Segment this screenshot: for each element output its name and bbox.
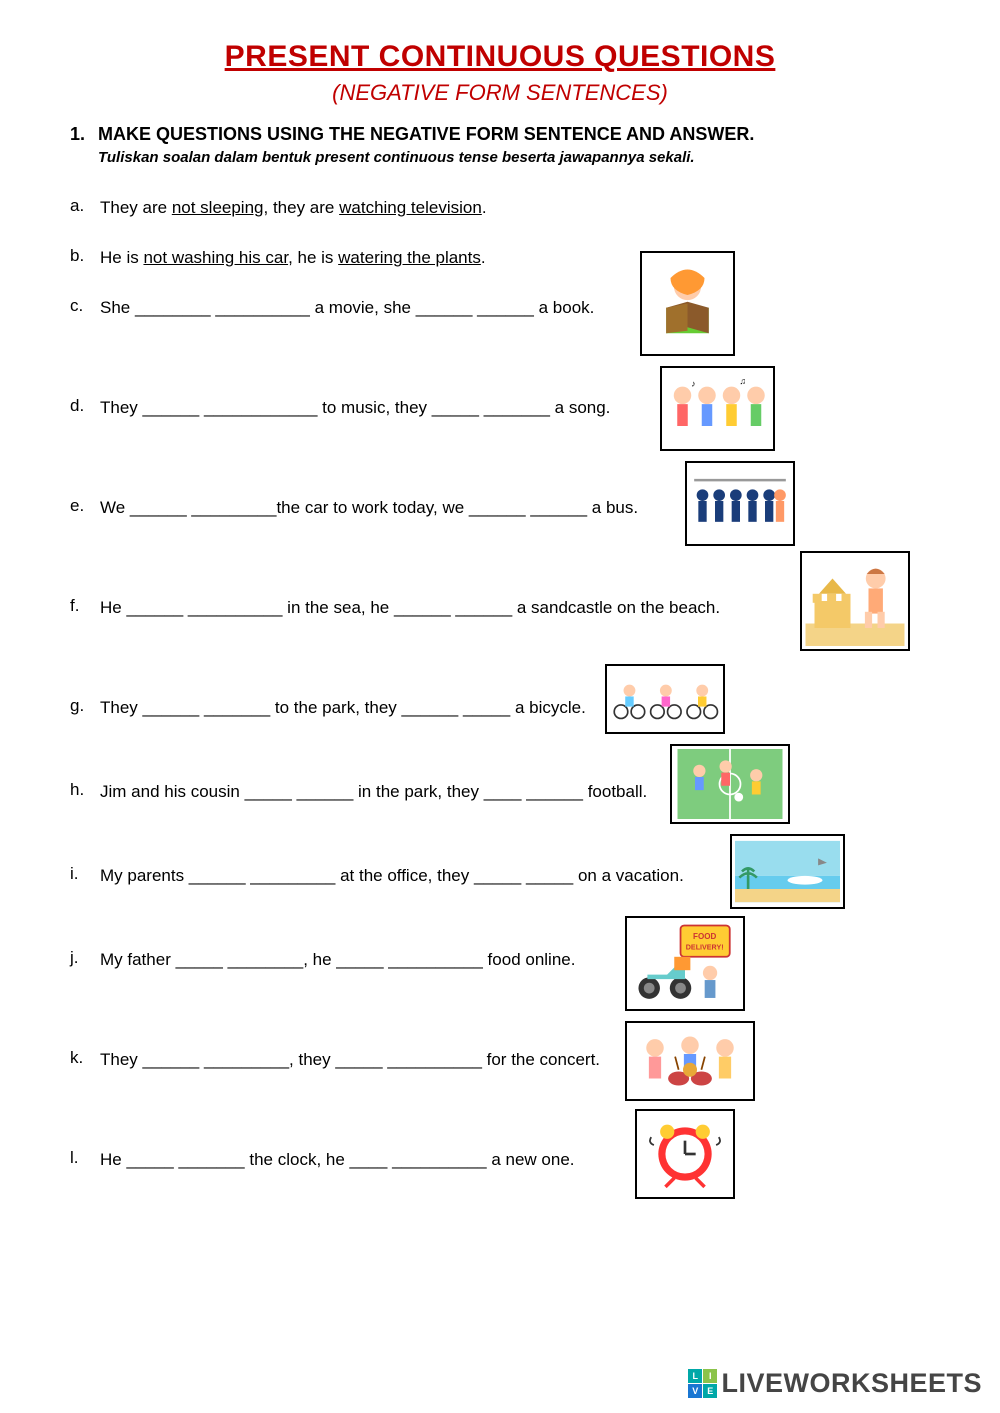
item-letter: e. — [70, 496, 100, 516]
item-text[interactable]: We ______ _________the car to work today… — [100, 496, 930, 520]
item-text[interactable]: They ______ _______ to the park, they __… — [100, 696, 930, 720]
svg-text:♫: ♫ — [739, 376, 746, 386]
item-text[interactable]: They are not sleeping, they are watching… — [100, 196, 930, 220]
instruction-text: MAKE QUESTIONS USING THE NEGATIVE FORM S… — [98, 124, 930, 145]
watermark: LIVE LIVEWORKSHEETS — [688, 1368, 982, 1399]
item-letter: f. — [70, 596, 100, 616]
item-letter: b. — [70, 246, 100, 266]
item-letter: l. — [70, 1148, 100, 1168]
thumb-reading-icon — [640, 251, 735, 356]
item-letter: d. — [70, 396, 100, 416]
item-c: c. She ________ __________ a movie, she … — [70, 296, 930, 396]
item-text[interactable]: He _____ _______ the clock, he ____ ____… — [100, 1148, 930, 1172]
instruction-row: 1. MAKE QUESTIONS USING THE NEGATIVE FOR… — [70, 124, 930, 145]
thumb-bicycles-icon — [605, 664, 725, 734]
item-j: j. My father _____ ________, he _____ __… — [70, 948, 930, 1048]
item-l: l. He _____ _______ the clock, he ____ _… — [70, 1148, 930, 1232]
item-a: a. They are not sleeping, they are watch… — [70, 196, 930, 246]
svg-text:♪: ♪ — [691, 379, 695, 389]
watermark-logo-icon: LIVE — [688, 1369, 717, 1398]
item-letter: j. — [70, 948, 100, 968]
svg-text:FOOD: FOOD — [693, 932, 716, 941]
item-text[interactable]: They ______ _________, they _____ ______… — [100, 1048, 930, 1072]
thumb-sandcastle-icon — [800, 551, 910, 651]
sub-instruction: Tuliskan soalan dalam bentuk present con… — [98, 149, 930, 166]
page-title: PRESENT CONTINUOUS QUESTIONS — [70, 40, 930, 74]
item-text[interactable]: They ______ ____________ to music, they … — [100, 396, 930, 420]
item-letter: g. — [70, 696, 100, 716]
thumb-clock-icon — [635, 1109, 735, 1199]
thumb-bus-people-icon — [685, 461, 795, 546]
thumb-football-icon — [670, 744, 790, 824]
item-letter: a. — [70, 196, 100, 216]
thumb-singing-icon: ♪♫ — [660, 366, 775, 451]
item-letter: i. — [70, 864, 100, 884]
item-d: d. They ______ ____________ to music, th… — [70, 396, 930, 496]
item-k: k. They ______ _________, they _____ ___… — [70, 1048, 930, 1148]
item-letter: c. — [70, 296, 100, 316]
thumb-vacation-icon — [730, 834, 845, 909]
item-text[interactable]: Jim and his cousin _____ ______ in the p… — [100, 780, 930, 804]
items-container: a. They are not sleeping, they are watch… — [70, 196, 930, 1232]
item-text[interactable]: My father _____ ________, he _____ _____… — [100, 948, 930, 972]
item-letter: h. — [70, 780, 100, 800]
item-b: b. He is not washing his car, he is wate… — [70, 246, 930, 296]
svg-text:DELIVERY!: DELIVERY! — [686, 944, 724, 952]
thumb-concert-icon — [625, 1021, 755, 1101]
item-letter: k. — [70, 1048, 100, 1068]
paren-close: ) — [661, 80, 668, 105]
page-subtitle: (NEGATIVE FORM SENTENCES) — [70, 80, 930, 106]
thumb-food-delivery-icon: FOOD DELIVERY! — [625, 916, 745, 1011]
item-text[interactable]: She ________ __________ a movie, she ___… — [100, 296, 930, 320]
watermark-text: LIVEWORKSHEETS — [721, 1368, 982, 1399]
item-text[interactable]: He is not washing his car, he is waterin… — [100, 246, 930, 270]
instruction-number: 1. — [70, 124, 98, 145]
subtitle-text: NEGATIVE FORM SENTENCES — [339, 80, 660, 105]
item-g: g. They ______ _______ to the park, they… — [70, 696, 930, 780]
